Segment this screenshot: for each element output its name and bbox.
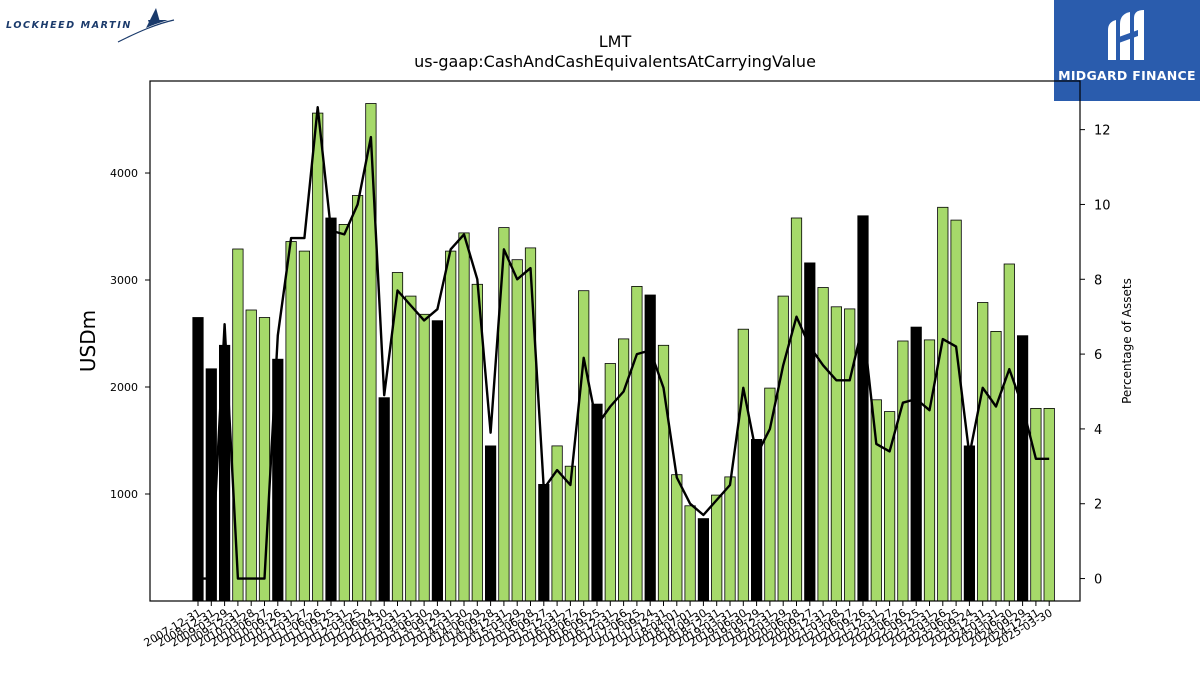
bar bbox=[524, 247, 537, 602]
bar bbox=[777, 295, 789, 602]
bar bbox=[724, 476, 736, 602]
bar bbox=[923, 339, 936, 602]
bar bbox=[511, 259, 523, 602]
bar bbox=[351, 195, 364, 602]
bar bbox=[365, 103, 377, 602]
bar bbox=[564, 465, 577, 602]
bar bbox=[671, 474, 683, 602]
y-tick-label: 3000 bbox=[110, 274, 138, 287]
bar bbox=[338, 223, 350, 602]
percentage-line bbox=[198, 106, 1050, 580]
bar bbox=[764, 387, 776, 602]
bar bbox=[711, 494, 723, 602]
bar bbox=[445, 250, 457, 602]
chart-title: LMT bbox=[598, 32, 632, 51]
bar bbox=[285, 241, 297, 602]
bar bbox=[631, 285, 643, 602]
bar bbox=[844, 308, 856, 602]
bar bbox=[910, 326, 922, 602]
bar bbox=[298, 250, 311, 602]
chart-subtitle: us-gaap:CashAndCashEquivalentsAtCarrying… bbox=[414, 52, 816, 71]
bar bbox=[990, 330, 1002, 602]
bar bbox=[431, 320, 444, 602]
bar bbox=[405, 295, 417, 602]
y-tick-label: 2000 bbox=[110, 381, 138, 394]
bar bbox=[897, 340, 909, 602]
bar bbox=[245, 309, 257, 602]
bar bbox=[192, 317, 204, 602]
bar bbox=[817, 287, 829, 602]
y-tick-label: 4000 bbox=[110, 167, 138, 180]
bar bbox=[857, 215, 869, 602]
bar bbox=[378, 397, 390, 602]
bar bbox=[870, 399, 882, 602]
bar bbox=[325, 217, 337, 602]
y2-tick-label: 8 bbox=[1094, 273, 1102, 288]
bar bbox=[484, 445, 497, 602]
bar bbox=[657, 344, 670, 602]
bar bbox=[232, 248, 244, 602]
bar bbox=[1003, 263, 1015, 602]
y2-tick-label: 6 bbox=[1094, 348, 1102, 363]
y-axis-label: USDm bbox=[76, 310, 100, 372]
y2-axis-label: Percentage of Assets bbox=[1120, 278, 1134, 404]
plot-frame bbox=[149, 80, 1081, 602]
bar bbox=[804, 262, 816, 602]
midgard-finance-logo: MIDGARD FINANCE bbox=[1054, 0, 1200, 101]
y2-tick-label: 0 bbox=[1094, 573, 1102, 588]
bar bbox=[538, 483, 550, 602]
midgard-finance-wordmark: MIDGARD FINANCE bbox=[1058, 68, 1196, 83]
y2-tick-label: 12 bbox=[1094, 124, 1111, 139]
midgard-emblem-icon bbox=[1108, 10, 1144, 60]
bar bbox=[1043, 407, 1055, 602]
bar bbox=[697, 518, 710, 602]
bar bbox=[684, 505, 696, 602]
y2-tick-label: 10 bbox=[1094, 198, 1111, 213]
bar bbox=[737, 328, 749, 602]
bar bbox=[751, 438, 763, 602]
bar bbox=[312, 112, 324, 602]
bar bbox=[950, 219, 962, 602]
bar bbox=[458, 232, 470, 602]
bar bbox=[644, 294, 656, 602]
y2-tick-label: 4 bbox=[1094, 423, 1102, 438]
bar bbox=[604, 363, 616, 602]
bar bbox=[591, 403, 603, 602]
lockheed-martin-wordmark: LOCKHEED MARTIN bbox=[6, 20, 132, 31]
y-tick-label: 1000 bbox=[110, 488, 138, 501]
bar bbox=[1017, 335, 1029, 602]
lockheed-martin-logo: LOCKHEED MARTIN bbox=[4, 6, 175, 46]
bar bbox=[418, 313, 430, 602]
bar bbox=[963, 445, 976, 602]
bar bbox=[1030, 407, 1042, 602]
star-swoosh-icon bbox=[117, 8, 175, 43]
bar bbox=[937, 206, 949, 602]
y2-tick-label: 2 bbox=[1094, 498, 1102, 513]
bar bbox=[977, 302, 989, 602]
bar bbox=[790, 217, 803, 602]
bar bbox=[830, 306, 843, 602]
bar bbox=[578, 290, 590, 602]
